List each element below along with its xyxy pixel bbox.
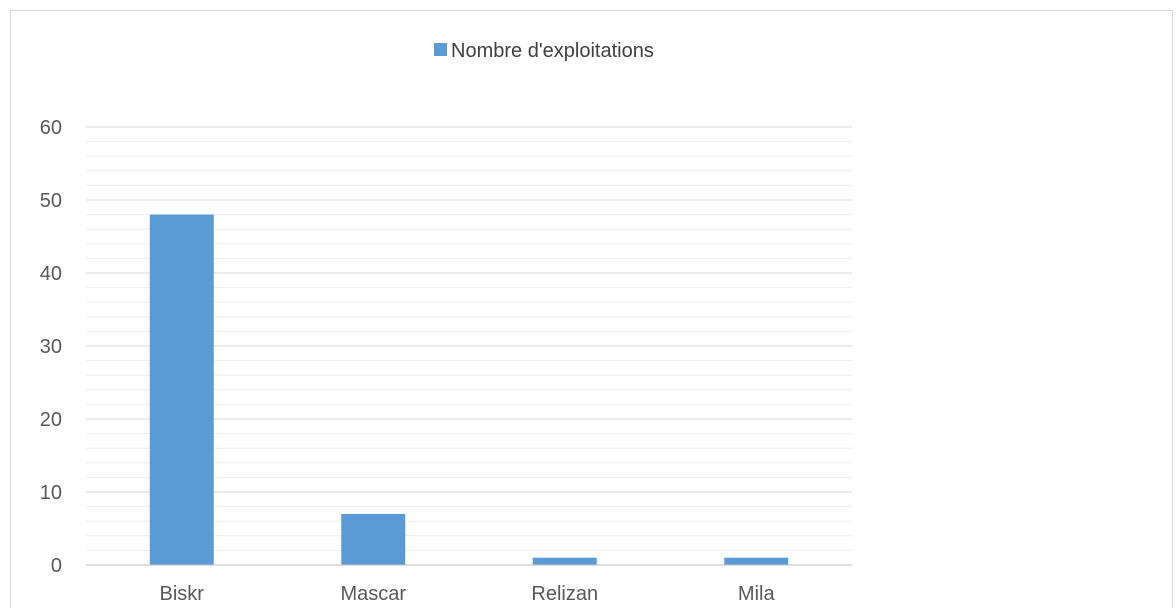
x-category-label: Mila <box>738 583 776 605</box>
y-tick-label: 60 <box>40 117 62 139</box>
y-tick-label: 50 <box>40 190 62 212</box>
x-axis: Biskr Mascar Relizan Mila <box>86 564 852 605</box>
chart-area-border <box>10 10 1173 608</box>
bars <box>149 214 789 565</box>
bar-mascar <box>341 513 406 565</box>
y-tick-label: 30 <box>40 336 62 358</box>
y-tick-label: 40 <box>40 263 62 285</box>
bar-relizan <box>532 557 597 565</box>
bar-biskr <box>149 214 214 565</box>
y-tick-label: 0 <box>51 555 62 577</box>
x-category-label: Relizan <box>531 583 598 605</box>
x-category-label: Mascar <box>340 583 406 605</box>
bar-mila <box>724 557 789 565</box>
y-tick-label: 20 <box>40 409 62 431</box>
legend-swatch <box>434 43 447 56</box>
legend: Nombre d'exploitations <box>434 40 654 62</box>
x-category-label: Biskr <box>160 583 205 605</box>
y-tick-label: 10 <box>40 482 62 504</box>
legend-label: Nombre d'exploitations <box>451 40 654 62</box>
y-axis: 0 10 20 30 40 50 60 <box>40 117 62 577</box>
